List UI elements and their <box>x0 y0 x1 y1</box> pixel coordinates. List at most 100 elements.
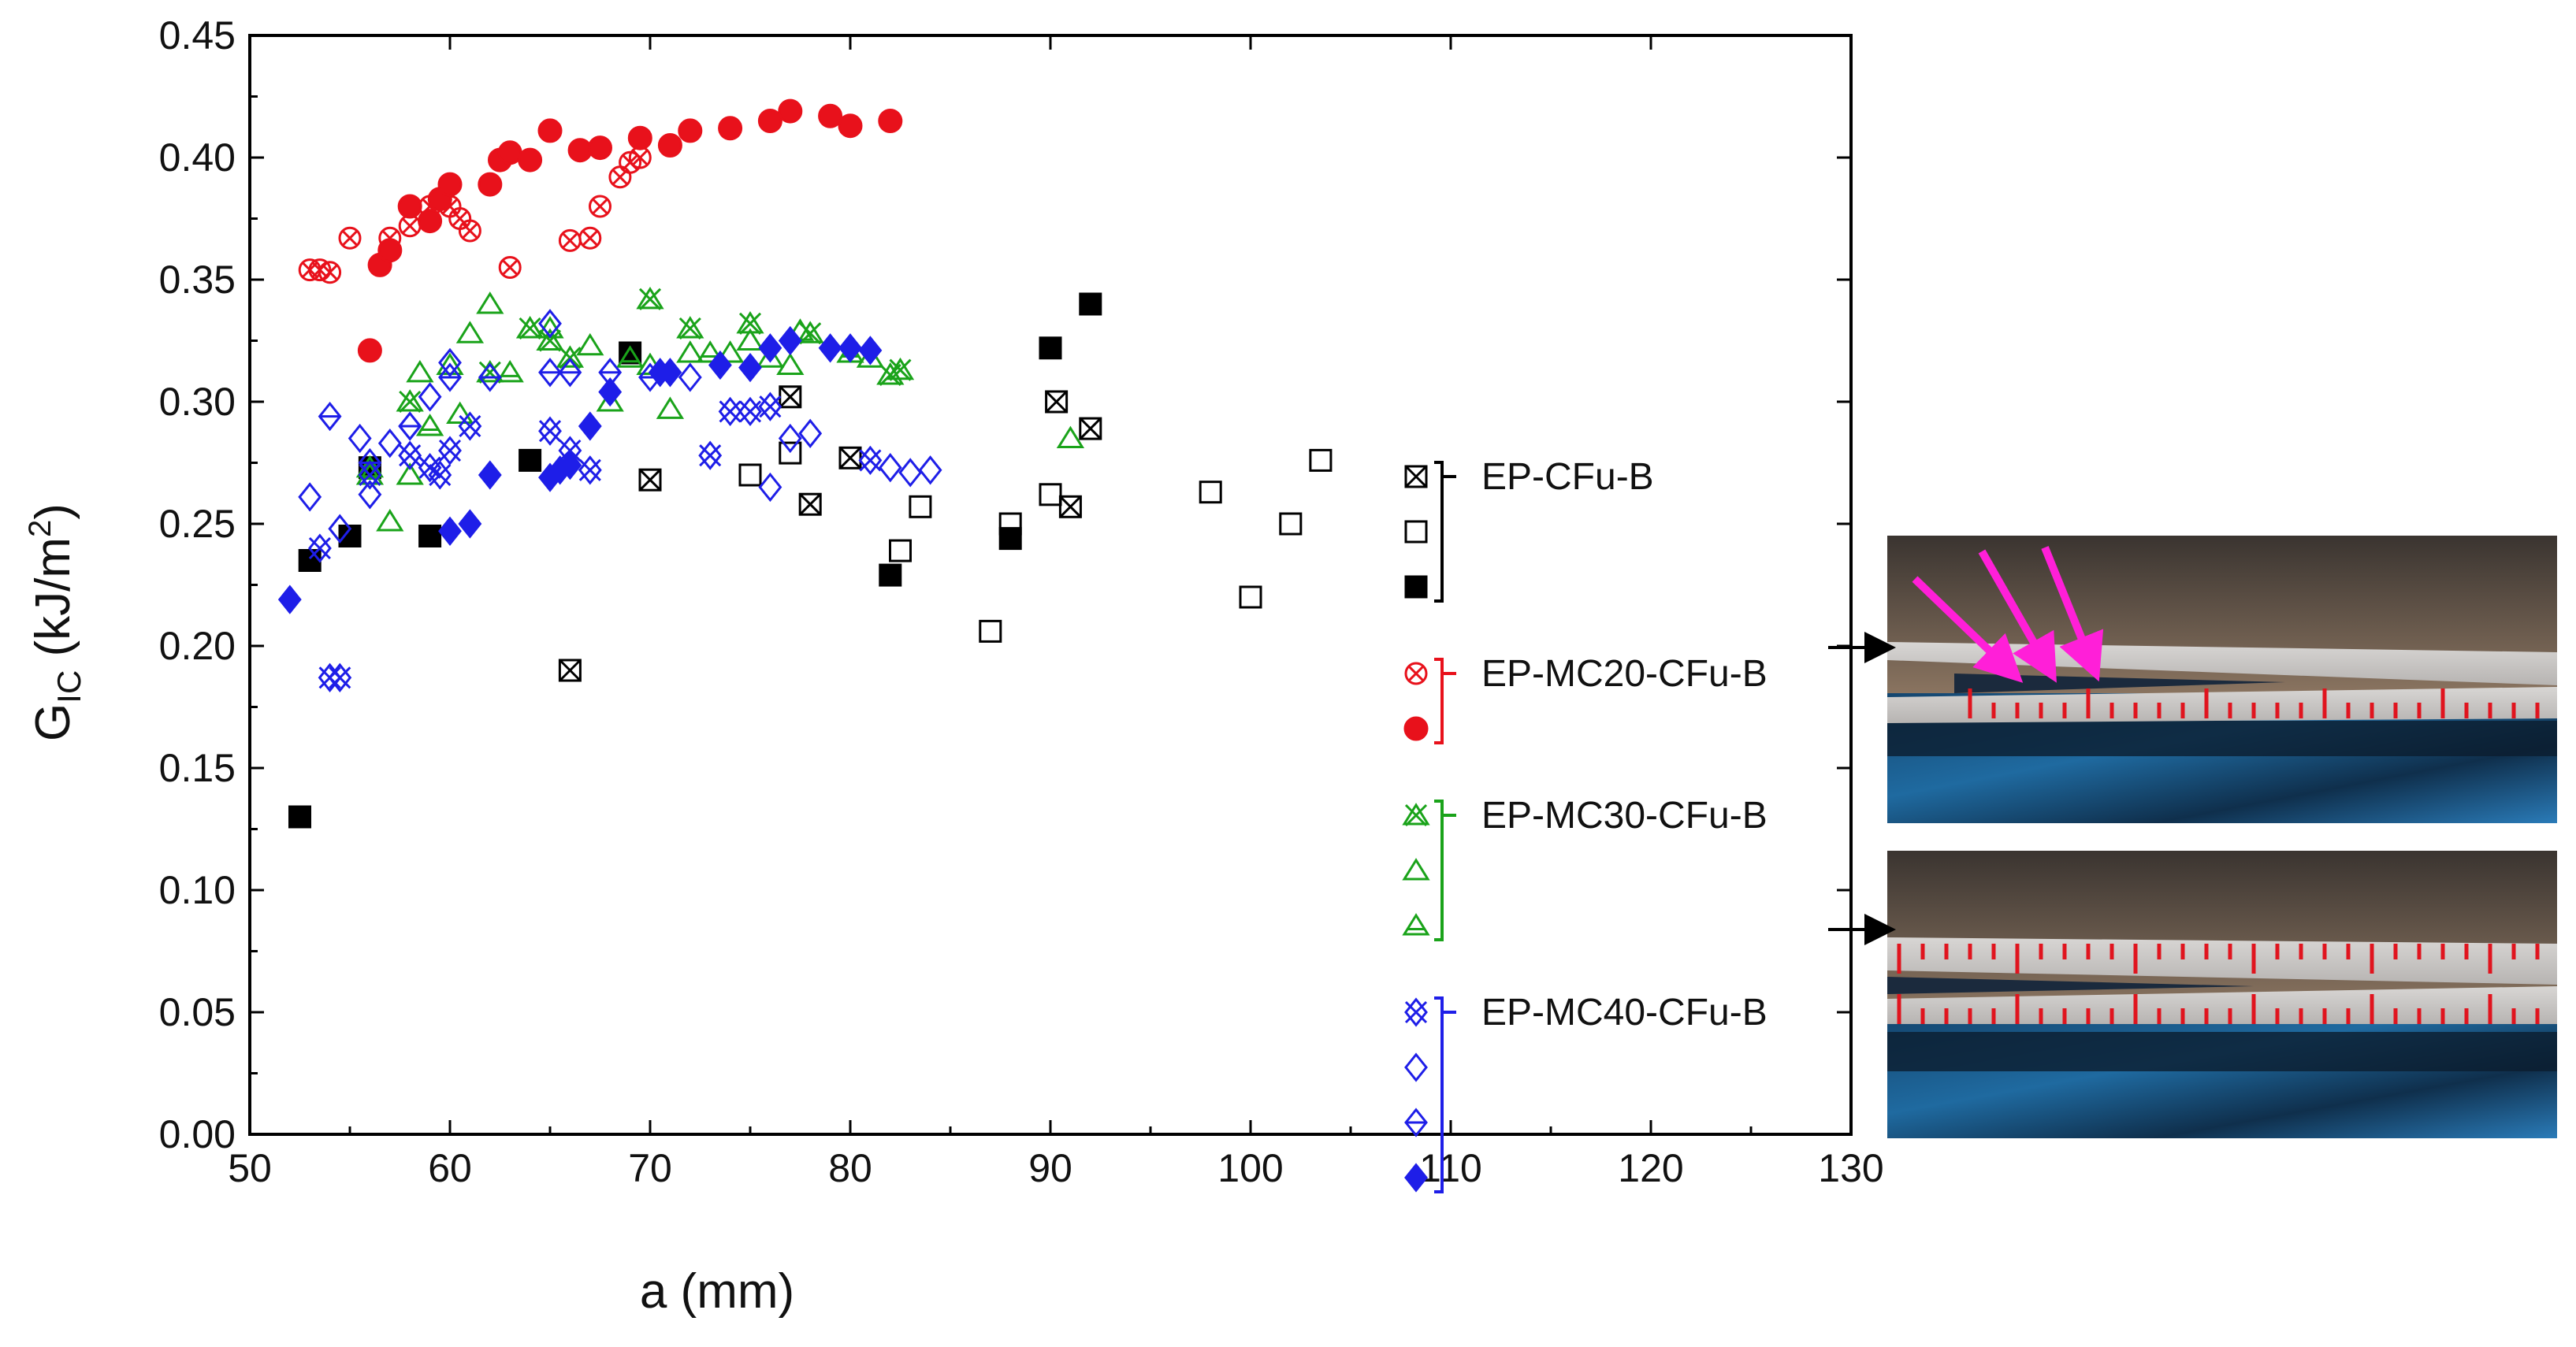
data-point-circle-filled <box>1403 716 1429 741</box>
data-point-diamond-filled <box>458 509 482 539</box>
y-axis-title-main: G <box>26 703 80 741</box>
x-axis-title: a (mm) <box>640 1264 794 1319</box>
data-point-triangle-open <box>406 359 434 383</box>
x-tick-label: 60 <box>428 1146 472 1190</box>
data-point-square-filled <box>288 805 311 829</box>
data-point-circle-filled <box>537 118 563 143</box>
legend-label: EP-CFu-B <box>1481 456 1654 498</box>
data-point-circle-filled <box>718 116 743 141</box>
data-point-triangle-half <box>1402 913 1430 936</box>
data-point-square-filled <box>418 525 442 547</box>
y-axis-title-sub: IC <box>50 670 87 703</box>
data-point-circle-x <box>318 261 342 284</box>
legend-label: EP-MC30-CFu-B <box>1481 795 1768 837</box>
data-point-diamond-filled <box>778 325 802 356</box>
data-point-circle-filled <box>518 147 543 173</box>
data-point-square-open <box>1239 585 1262 609</box>
data-point-circle-filled <box>567 138 593 163</box>
data-point-x-triangle <box>676 316 704 340</box>
y-tick-label: 0.25 <box>159 502 236 546</box>
data-point-x-triangle <box>886 357 915 381</box>
legend-label: EP-MC20-CFu-B <box>1481 653 1768 695</box>
data-point-triangle-half <box>615 345 645 368</box>
data-point-diamond-filled <box>758 333 782 363</box>
data-point-diamond-filled <box>598 377 623 407</box>
y-tick-label: 0.15 <box>159 746 236 790</box>
data-point-circle-x <box>398 214 422 238</box>
data-point-diamond-open <box>1404 1052 1428 1082</box>
x-tick-label: 50 <box>228 1146 272 1190</box>
data-point-diamond-open <box>348 423 372 454</box>
data-point-x-diamond <box>307 533 332 563</box>
magenta-arrow-3 <box>2041 546 2104 682</box>
data-point-x-diamond <box>858 445 883 476</box>
data-point-circle-x <box>558 228 582 252</box>
crack-photo-top <box>1887 536 2557 823</box>
y-tick-label: 0.20 <box>159 624 236 668</box>
data-point-x-diamond <box>428 460 452 490</box>
data-point-triangle-open <box>515 316 545 339</box>
y-tick-label: 0.00 <box>159 1112 236 1156</box>
specimen-lower-arm <box>1887 687 2557 723</box>
specimen-crack-bottom <box>1887 977 2254 994</box>
x-tick-label: 120 <box>1618 1146 1683 1190</box>
legend-bracket <box>1434 800 1444 941</box>
data-point-x-diamond <box>458 411 482 441</box>
data-points <box>277 98 1333 829</box>
data-point-circle-filled <box>818 103 843 128</box>
data-point-diamond-open <box>758 472 782 503</box>
data-point-diamond-filled <box>858 336 883 366</box>
data-point-diamond-filled <box>1404 1163 1428 1193</box>
data-point-triangle-open <box>1056 425 1085 449</box>
data-point-diamond-open <box>878 453 902 483</box>
data-point-square-x <box>1058 495 1082 518</box>
legend-bracket <box>1434 658 1444 744</box>
data-point-diamond-open <box>538 309 562 339</box>
data-point-circle-filled <box>357 338 382 363</box>
photo-top-bench-dark <box>1887 721 2557 756</box>
data-point-diamond-open <box>377 429 402 458</box>
data-point-square-filled <box>998 527 1022 551</box>
data-point-x-diamond <box>538 416 562 446</box>
data-point-triangle-open <box>716 340 745 363</box>
data-point-circle-filled <box>778 98 803 124</box>
data-point-square-x <box>1404 465 1428 488</box>
data-point-triangle-half <box>355 462 385 485</box>
specimen-lower-arm-bottom <box>1887 986 2557 1024</box>
data-point-square-x <box>779 385 802 409</box>
data-point-circle-filled <box>838 113 863 139</box>
data-point-square-open <box>738 463 762 487</box>
data-point-circle-x <box>458 219 481 243</box>
data-point-triangle-open <box>376 509 404 532</box>
data-point-circle-x <box>1404 662 1428 685</box>
data-point-diamond-filled <box>558 450 582 481</box>
data-point-triangle-open <box>596 389 624 412</box>
data-point-x-diamond <box>698 440 723 470</box>
ruler-ticks-bottom <box>1897 944 2540 1024</box>
data-point-diamond-half <box>318 401 342 432</box>
data-point-square-open <box>889 539 912 562</box>
x-tick-label: 80 <box>828 1146 872 1190</box>
data-point-triangle-open <box>396 462 424 485</box>
x-tick-label: 100 <box>1217 1146 1283 1190</box>
data-point-square-x <box>558 659 582 682</box>
data-point-x-diamond <box>738 396 762 427</box>
data-point-circle-filled <box>627 125 652 150</box>
data-point-triangle-open <box>576 332 604 356</box>
ruler-ticks-top <box>1968 688 2540 718</box>
data-point-circle-x <box>338 226 362 250</box>
y-axis-title: GIC (kJ/m2) <box>23 503 87 741</box>
axes <box>248 34 1853 1136</box>
data-point-square-open <box>909 495 932 518</box>
data-point-square-x <box>798 492 822 516</box>
data-point-square-open <box>779 441 802 465</box>
data-point-square-open <box>1309 448 1333 472</box>
data-point-diamond-open <box>778 423 802 454</box>
data-point-diamond-half <box>438 362 462 392</box>
data-point-diamond-filled <box>818 333 842 363</box>
data-point-diamond-open <box>898 458 923 488</box>
data-point-triangle-open <box>1402 858 1430 881</box>
x-tick-label: 110 <box>1419 1146 1482 1190</box>
data-point-diamond-open <box>358 480 382 510</box>
